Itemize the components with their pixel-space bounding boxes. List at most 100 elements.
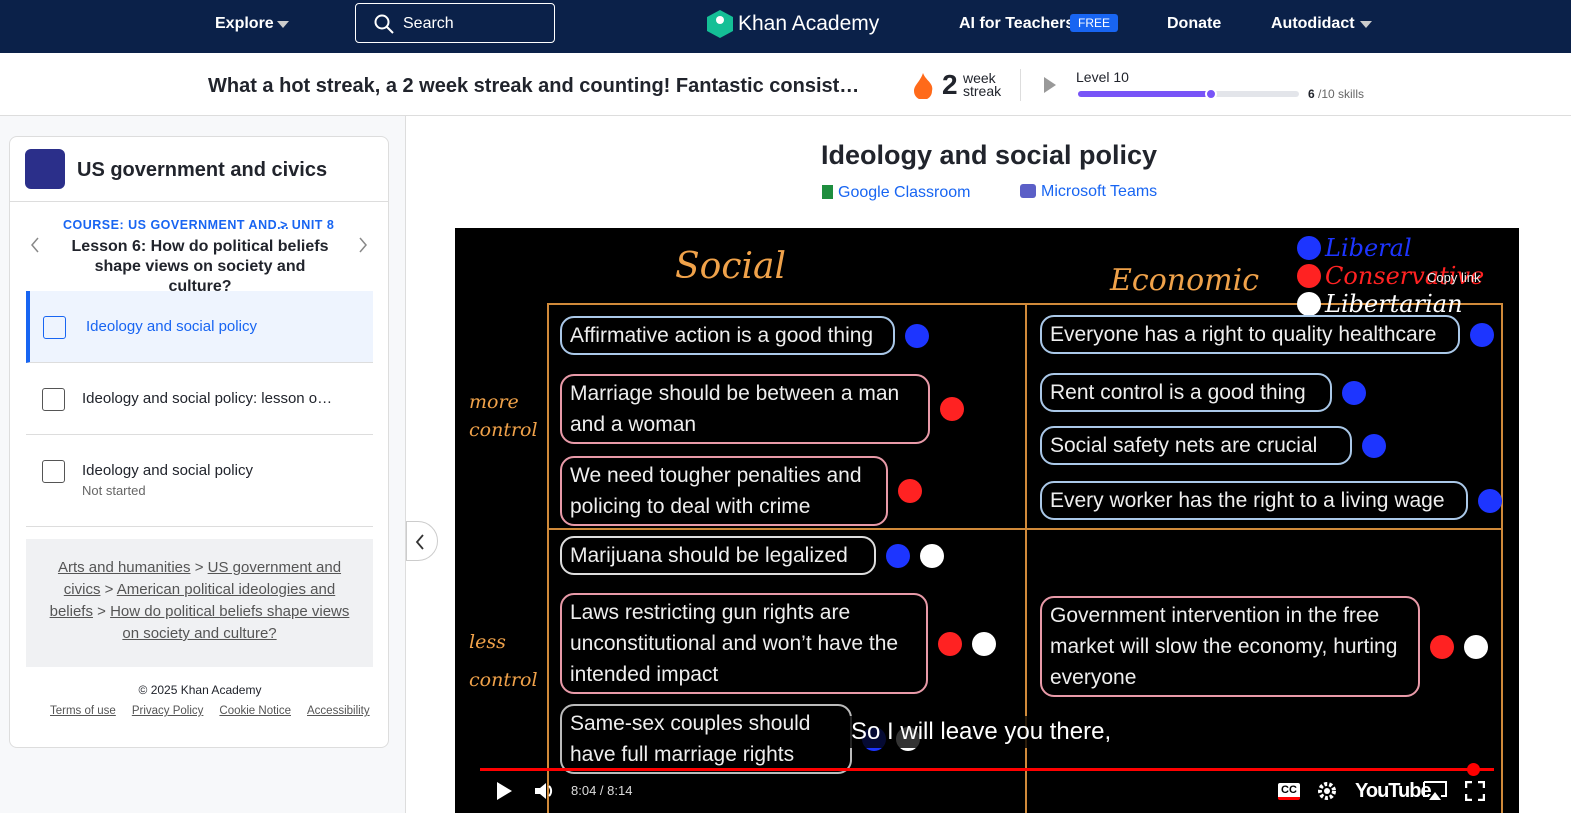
caption: So I will leave you there, [847,716,1116,748]
opinion-dot [938,631,962,656]
crumb-link[interactable]: Arts and humanities [57,559,191,576]
statement-text: Same-sex couples should have full marria… [560,704,852,774]
level-progress [1078,91,1211,97]
lesson-item[interactable]: Ideology and social policy: lesson o… [26,363,373,435]
legend-label: Liberal [1325,234,1412,262]
opinion-dot [1470,322,1494,347]
statement-text: Social safety nets are crucial [1040,426,1352,465]
opinion-dot [898,479,922,503]
free-badge: FREE [1070,14,1119,32]
level-track [1078,88,1299,100]
item-title: Ideology and social policy [86,318,257,335]
legend-dot [1297,292,1321,316]
skills-done: 6 [1308,87,1315,101]
flame-icon [914,73,933,99]
course-title[interactable]: US government and civics [77,159,328,181]
quadrant-divider [1025,303,1027,813]
share-google-classroom[interactable]: Google Classroom [822,184,971,202]
airplay-button[interactable] [1423,781,1447,801]
lesson-item[interactable]: Ideology and social policy Not started [26,435,373,527]
explore-menu[interactable]: Explore [215,15,274,32]
exercise-icon [42,460,65,483]
footer-link[interactable]: Privacy Policy [131,705,204,717]
unit-crumb[interactable]: > UNIT 8 [280,218,335,232]
crumb-link[interactable]: American political ideologies and belief… [49,581,336,620]
statement-text: Marriage should be between a man and a w… [560,374,930,444]
logo-icon [707,10,733,38]
level-label: Level 10 [1076,69,1129,85]
content-title: Ideology and social policy [820,140,1158,170]
opinion-dot [905,323,929,348]
search-box[interactable]: Search [355,3,555,43]
collapse-sidebar[interactable] [406,521,438,561]
course-icon [25,149,65,189]
caret [277,21,289,28]
next-lesson[interactable] [358,237,368,253]
play-button[interactable] [495,781,513,801]
statement: Affirmative action is a good thing [560,316,929,355]
settings-button[interactable] [1317,781,1337,801]
top-nav: Explore Search Khan Academy AI for Teach… [0,0,1571,53]
opinion-dot [1478,488,1502,513]
skills-total: /10 skills [1318,87,1365,101]
caret [1360,21,1372,28]
opinion-dot [1362,433,1386,458]
crumb-link[interactable]: US government and civics [63,559,342,598]
fullscreen-button[interactable] [1465,781,1485,801]
copy-link[interactable]: Copy link [1427,270,1481,285]
level-knob [1205,88,1217,100]
less-control: less control [469,631,538,691]
legend-label: Libertarian [1325,290,1463,318]
opinion-dot [972,631,996,656]
progress-bar[interactable] [480,768,1494,771]
social-heading: Social [675,246,786,287]
user-menu[interactable]: Autodidact [1271,15,1355,32]
scrubber[interactable] [1467,763,1480,776]
footer-link[interactable]: Cookie Notice [219,705,291,717]
search-icon [374,14,394,34]
video-player[interactable]: Social Economic more control less contro… [455,228,1519,813]
opinion-dot [940,397,964,421]
cc-button[interactable]: CC [1278,783,1300,800]
statement-text: Every worker has the right to a living w… [1040,481,1468,520]
donate[interactable]: Donate [1167,15,1222,32]
statement: Same-sex couples should have full marria… [560,704,920,774]
streak-unit: week [963,70,996,86]
share-teams[interactable]: Microsoft Teams [1020,183,1157,201]
logo[interactable]: Khan Academy [738,12,880,35]
footer-link[interactable]: Terms of use [50,705,116,717]
article-icon [42,388,65,411]
statement-text: Laws restricting gun rights are unconsti… [560,593,928,694]
footer-link[interactable]: Accessibility [307,705,370,717]
opinion-dot [920,543,944,568]
course-crumb[interactable]: COURSE: US GOVERNMENT AND... [63,218,290,232]
prev-lesson[interactable] [30,237,40,253]
ai-for-teachers[interactable]: AI for Teachers [959,15,1075,32]
chevron [415,534,424,550]
streak-count: 2 [942,69,958,100]
time-display: 8:04 / 8:14 [571,783,633,798]
statement-text: Rent control is a good thing [1040,373,1332,412]
divider [1020,69,1021,101]
expand-arrow[interactable] [1044,77,1056,93]
quadrant-divider [547,528,1503,530]
crumb-separator: > [97,603,106,620]
streak-message: What a hot streak, a 2 week streak and c… [208,75,860,97]
crumb-link[interactable]: How do political beliefs shape views on … [110,603,350,642]
statement: Social safety nets are crucial [1040,426,1386,465]
legend-dot [1297,236,1321,260]
share-label: Microsoft Teams [1041,183,1158,200]
lesson-item[interactable]: Ideology and social policy [26,291,373,363]
statement: Rent control is a good thing [1040,373,1366,412]
legend-label: Conservative [1325,262,1485,290]
youtube-brand[interactable]: YouTube [1355,780,1432,802]
legend-dot [1297,264,1321,288]
sidebar: US government and civics COURSE: US GOVE… [0,116,438,813]
item-title: Ideology and social policy: lesson o… [82,390,333,407]
legend-item: Conservative [1297,262,1484,290]
statement: Everyone has a right to quality healthca… [1040,315,1494,354]
statement-text: Government intervention in the free mark… [1040,596,1420,697]
streak-bar: What a hot streak, a 2 week streak and c… [0,53,1571,116]
volume-button[interactable] [533,781,557,801]
crumb-separator: > [104,581,114,598]
